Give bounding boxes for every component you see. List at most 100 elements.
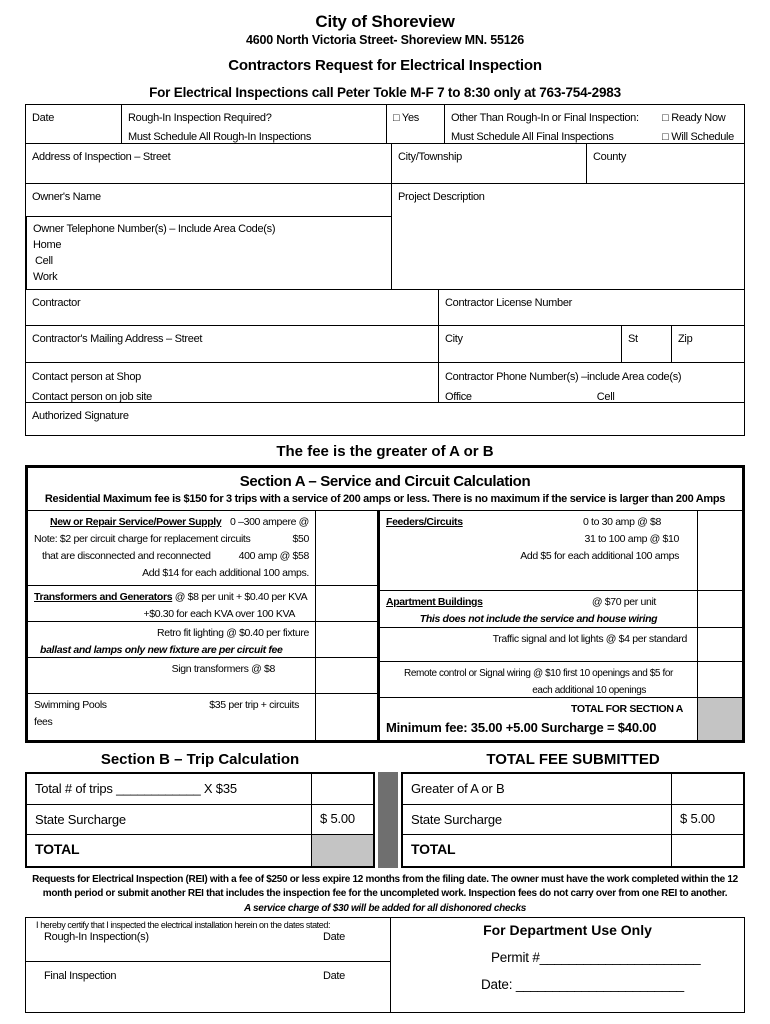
state-label: St [628,333,638,345]
final-date-label: Date [322,970,345,982]
trips-value-cell[interactable] [311,774,373,804]
office-label: Office [445,391,472,403]
greater-label: Greater of A or B [411,781,505,796]
zip-cell[interactable]: Zip [671,326,744,362]
address-street-label: Address of Inspection – Street [32,151,171,163]
contact-job-label: Contact person on job site [32,391,153,403]
rough-in-question: Rough-In Inspection Required? [128,112,272,124]
contractor-license-cell[interactable]: Contractor License Number [438,290,744,325]
retrofit-label: Retro fit lighting @ $0.40 per fixture [156,627,309,639]
new-repair-right: 0 –300 ampere @ [230,516,309,528]
add14-label: Add $14 for each additional 100 amps. [142,567,309,579]
trip-calc-table: Total # of trips ____________ X $35 Stat… [25,772,375,868]
contact-person-cell[interactable]: Contact person at Shop Contact person on… [26,363,438,403]
zip-label: Zip [678,333,693,345]
final-inspection-label: Final Inspection [44,970,117,982]
amount-cell[interactable] [697,662,742,697]
feeders-rate2: 31 to 100 amp @ $10 [584,533,680,545]
permit-number-field[interactable]: Permit #______________________ [491,950,701,965]
contractor-label: Contractor [32,297,81,309]
ready-now-checkbox[interactable]: □ Ready Now [662,109,734,128]
address-street-cell[interactable]: Address of Inspection – Street [26,144,391,183]
rough-in-inspection-label: Rough-In Inspection(s) [44,931,149,943]
owner-phone-cell[interactable]: Owner Telephone Number(s) – Include Area… [26,217,391,289]
mailing-address-cell[interactable]: Contractor's Mailing Address – Street [26,326,438,362]
apartment-row-label: Apartment Buildings @ $70 per unit This d… [380,591,697,627]
note-right: $50 [292,533,310,545]
contractor-license-label: Contractor License Number [445,297,573,309]
rough-in-inspection-row[interactable]: Rough-In Inspection(s) Date [26,930,390,962]
feeders-label: Feeders/Circuits [386,516,463,528]
amount-cell[interactable] [697,590,742,627]
total-fee-title: TOTAL FEE SUBMITTED [486,751,660,768]
checkbox-icon[interactable]: □ [662,112,669,124]
rough-in-note: Must Schedule All Rough-In Inspections [128,131,312,143]
total-fee-table: Greater of A or B State Surcharge $ 5.00… [401,772,745,868]
amount-cell[interactable] [697,627,742,661]
ready-now-label: Ready Now [671,112,726,124]
sign-transformers-label: Sign transformers @ $8 [171,663,276,675]
section-b-tables: Total # of trips ____________ X $35 Stat… [25,772,745,868]
authorized-signature-cell[interactable]: Authorized Signature [26,403,744,435]
state-cell[interactable]: St [621,326,671,362]
trips-label: Total # of trips ____________ X $35 [35,781,237,796]
total-label: TOTAL [35,841,80,857]
amount-cell[interactable] [315,658,377,693]
city-township-label: City/Township [398,151,462,163]
other-than-label: Other Than Rough-In or Final Inspection: [451,112,639,124]
city-cell[interactable]: City [438,326,621,362]
checkbox-icon[interactable]: □ [393,112,400,124]
form-title: Contractors Request for Electrical Inspe… [228,57,542,74]
city-township-cell[interactable]: City/Township [391,144,586,183]
date-field-cell[interactable]: Date [26,105,121,143]
city-label: City [445,333,463,345]
traffic-label: Traffic signal and lot lights @ $4 per s… [492,632,688,645]
fee-heading: The fee is the greater of A or B [276,443,494,460]
section-a: Section A – Service and Circuit Calculat… [25,465,745,743]
transformers-rest: @ $8 per unit + $0.40 per KVA [174,591,308,603]
project-description-cell[interactable]: Project Description [391,184,744,289]
transformers-row-label: Transformers and Generators @ $8 per uni… [28,586,315,621]
rough-in-date-label: Date [322,931,345,943]
amount-cell[interactable] [697,511,742,590]
total-value-cell[interactable] [311,835,373,866]
total-value-cell[interactable] [671,835,743,866]
department-use-title: For Department Use Only [483,922,652,938]
city-title: City of Shoreview [315,12,455,31]
owners-name-label: Owner's Name [32,191,101,203]
rei-note: Requests for Electrical Inspection (REI)… [32,874,738,899]
certify-statement: I hereby certify that I inspected the el… [36,920,331,930]
swimming-row-label: Swimming Pools $35 per trip + circuits fe… [28,694,315,740]
surcharge-value: $ 5.00 [671,805,743,834]
amount-cell[interactable] [315,694,377,740]
section-a-right: Feeders/Circuits 0 to 30 amp @ $8 31 to 1… [377,511,742,740]
will-schedule-checkbox[interactable]: □ Will Schedule [662,128,734,147]
will-schedule-label: Will Schedule [671,131,734,143]
contractor-phone-label: Contractor Phone Number(s) –include Area… [445,371,682,383]
state-surcharge-label: State Surcharge [35,812,126,827]
amount-cell[interactable] [315,511,377,585]
checkbox-icon[interactable]: □ [662,131,669,143]
county-cell[interactable]: County [586,144,744,183]
total-label: TOTAL [411,841,456,857]
city-address: 4600 North Victoria Street- Shoreview MN… [246,33,524,47]
total-section-a-row: TOTAL FOR SECTION A Minimum fee: 35.00 +… [380,698,697,740]
yes-label: Yes [401,112,419,124]
amount-cell[interactable] [315,622,377,657]
department-date-field[interactable]: Date: _______________________ [481,977,684,992]
owners-name-cell[interactable]: Owner's Name [26,184,391,217]
reconnect-right: 400 amp @ $58 [238,550,310,562]
contractor-cell[interactable]: Contractor [26,290,438,325]
greater-value-cell[interactable] [671,774,743,804]
new-repair-row-label: New or Repair Service/Power Supply 0 –300… [28,511,315,585]
yes-checkbox-cell[interactable]: □ Yes [386,105,444,143]
remote-line2: each additional 10 openings [532,685,646,696]
remote-row-label: Remote control or Signal wiring @ $10 fi… [380,662,697,697]
section-a-left: New or Repair Service/Power Supply 0 –300… [28,511,377,740]
total-section-a-amount-cell[interactable] [697,698,742,740]
final-inspection-row[interactable]: Final Inspection Date [26,962,390,1012]
section-a-subtitle: Residential Maximum fee is $150 for 3 tr… [44,493,726,505]
amount-cell[interactable] [315,586,377,621]
call-instructions: For Electrical Inspections call Peter To… [149,85,621,100]
contractor-phone-cell[interactable]: Contractor Phone Number(s) –include Area… [438,363,744,403]
